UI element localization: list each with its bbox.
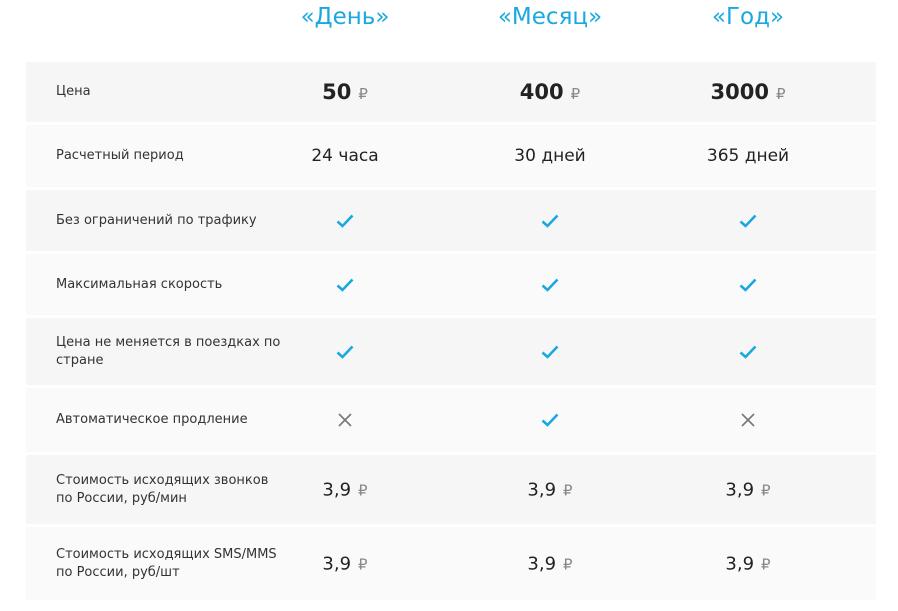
value-text: 30 дней xyxy=(514,146,586,166)
ruble-sign: ₽ xyxy=(358,85,368,103)
check-icon xyxy=(739,278,757,292)
cross-icon xyxy=(337,412,353,428)
row-label: Автоматическое продление xyxy=(56,412,248,427)
row-label: Цена xyxy=(56,84,91,99)
table-row: Стоимость исходящих SMS/MMS по России, р… xyxy=(26,527,876,600)
check-icon xyxy=(336,214,354,228)
row-label: Стоимость исходящих SMS/MMS по России, р… xyxy=(56,546,277,580)
check-icon xyxy=(541,278,559,292)
value-text: 3,9 xyxy=(725,479,755,500)
value-text: 3,9 xyxy=(322,553,352,574)
check-icon xyxy=(336,278,354,292)
plan-header-day: «День» xyxy=(300,4,390,30)
cell-value: 400 ₽ xyxy=(520,80,580,104)
ruble-sign: ₽ xyxy=(761,555,771,573)
cell-value: 3000 ₽ xyxy=(711,80,786,104)
value-text: 3,9 xyxy=(725,553,755,574)
cell-value: 365 дней xyxy=(707,146,789,166)
row-label: Стоимость исходящих звонков по России, р… xyxy=(56,472,269,506)
table-row: Расчетный период 24 часа 30 дней 365 дней xyxy=(26,125,876,187)
ruble-sign: ₽ xyxy=(563,555,573,573)
check-icon xyxy=(739,345,757,359)
row-label: Максимальная скорость xyxy=(56,276,223,292)
cell-value: 3,9 ₽ xyxy=(322,553,367,574)
ruble-sign: ₽ xyxy=(563,481,573,499)
cell-value: 3,9 ₽ xyxy=(725,553,770,574)
plan-header-year: «Год» xyxy=(711,4,785,30)
cell-value: 50 ₽ xyxy=(322,80,368,104)
ruble-sign: ₽ xyxy=(570,85,581,103)
table-row: Автоматическое продление xyxy=(26,388,876,452)
table-row: Цена 50 ₽400 ₽3000 ₽ xyxy=(26,62,876,122)
cell-value: 3,9 ₽ xyxy=(527,553,572,574)
check-icon xyxy=(739,214,757,228)
plan-header-month: «Месяц» xyxy=(497,4,603,30)
ruble-sign: ₽ xyxy=(775,85,786,103)
cell-value: 3,9 ₽ xyxy=(322,479,367,500)
value-text: 3,9 xyxy=(527,553,557,574)
cell-value: 30 дней xyxy=(514,146,585,166)
row-label: Цена не меняется в поездках по стране xyxy=(56,334,281,368)
check-icon xyxy=(336,345,354,359)
check-icon xyxy=(541,413,559,427)
table-row: Без ограничений по трафику xyxy=(26,190,876,251)
cell-value: 24 часа xyxy=(311,146,378,166)
ruble-sign: ₽ xyxy=(761,481,771,499)
check-icon xyxy=(541,345,559,359)
row-label: Расчетный период xyxy=(56,148,184,163)
ruble-sign: ₽ xyxy=(358,555,368,573)
value-text: 3000 xyxy=(710,80,769,104)
ruble-sign: ₽ xyxy=(358,481,368,499)
row-label: Без ограничений по трафику xyxy=(56,212,257,228)
value-text: 24 часа xyxy=(311,146,379,166)
value-text: 50 xyxy=(322,80,352,104)
cross-icon xyxy=(740,412,756,428)
table-row: Максимальная скорость xyxy=(26,254,876,315)
cell-value: 3,9 ₽ xyxy=(725,479,770,500)
check-icon xyxy=(541,214,559,228)
cell-value: 3,9 ₽ xyxy=(527,479,572,500)
value-text: 3,9 xyxy=(527,479,557,500)
value-text: 365 дней xyxy=(706,146,790,166)
table-row: Стоимость исходящих звонков по России, р… xyxy=(26,455,876,524)
table-row: Цена не меняется в поездках по стране xyxy=(26,318,876,385)
value-text: 400 xyxy=(519,80,564,104)
value-text: 3,9 xyxy=(322,479,352,500)
